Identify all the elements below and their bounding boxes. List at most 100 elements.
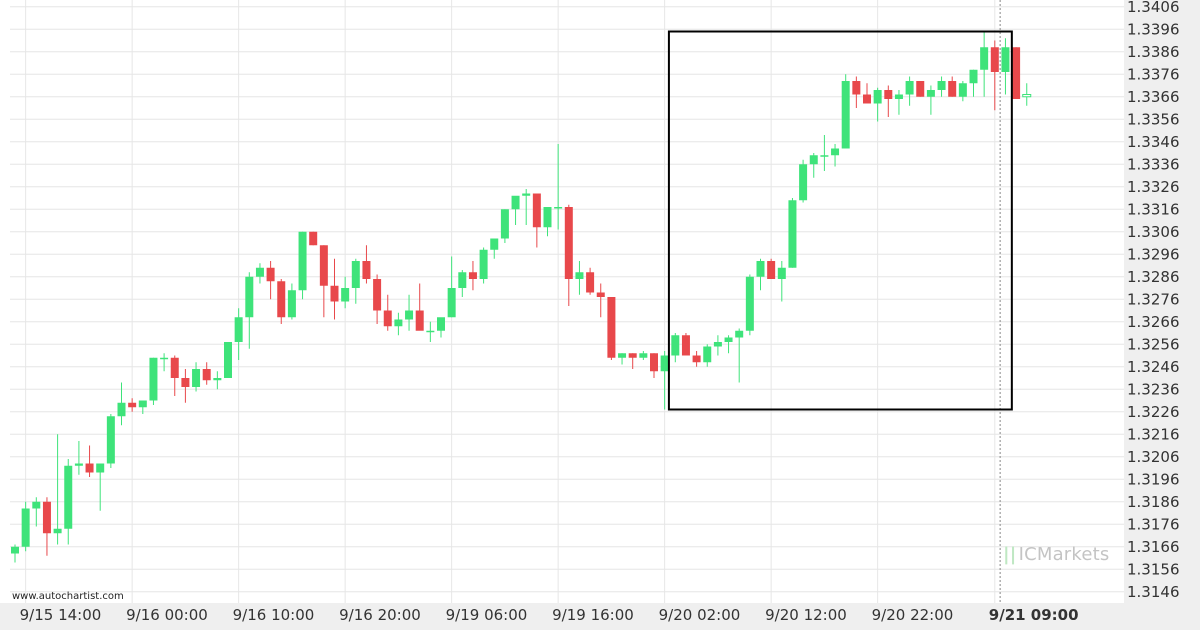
candle-body: [511, 195, 520, 210]
candle-body: [1012, 47, 1021, 99]
candle-body: [202, 369, 211, 381]
candle-body: [788, 200, 797, 268]
candle-body: [628, 353, 637, 358]
x-tick-label: 9/21 09:00: [989, 606, 1079, 624]
candle-body: [128, 402, 137, 408]
candle-body: [245, 276, 254, 318]
y-tick-label: 1.3376: [1127, 65, 1180, 83]
candle-body: [149, 357, 158, 401]
candle-body: [735, 330, 744, 338]
candle-body: [522, 193, 531, 196]
candle-body: [884, 90, 893, 99]
y-axis-ticks: 1.3406 1.3396 1.3386 1.3376 1.3366 1.3356 1.33…: [1127, 0, 1180, 601]
candle-body: [383, 310, 392, 327]
y-tick-label: 1.3396: [1127, 20, 1180, 38]
y-tick-label: 1.3236: [1127, 380, 1180, 398]
candle-body: [277, 281, 286, 318]
candle-body: [106, 416, 115, 464]
y-tick-label: 1.3286: [1127, 268, 1180, 286]
candle-body: [85, 463, 94, 473]
candle-body: [341, 288, 350, 302]
y-tick-label: 1.3266: [1127, 313, 1180, 331]
candle-body: [373, 279, 382, 311]
candle-body: [500, 209, 509, 239]
y-tick-label: 1.3276: [1127, 290, 1180, 308]
candle-body: [660, 355, 669, 372]
candle-body: [170, 357, 179, 378]
candle-body: [756, 261, 765, 277]
candle-body: [745, 276, 754, 331]
candle-body: [841, 81, 850, 149]
x-tick-label: 9/20 22:00: [872, 606, 954, 624]
candle-body: [618, 353, 627, 358]
y-tick-label: 1.3326: [1127, 178, 1180, 196]
candle-body: [21, 508, 30, 547]
brand-logo: || ICMarkets: [1003, 544, 1110, 565]
y-tick-label: 1.3366: [1127, 88, 1180, 106]
candle-body: [160, 357, 169, 360]
x-tick-label: 9/20 02:00: [659, 606, 741, 624]
y-tick-label: 1.3216: [1127, 425, 1180, 443]
candle-body: [53, 528, 62, 534]
candle-body: [405, 310, 414, 320]
y-tick-label: 1.3166: [1127, 538, 1180, 556]
x-tick-label: 9/16 10:00: [233, 606, 315, 624]
candle-body: [564, 207, 573, 279]
y-tick-label: 1.3296: [1127, 245, 1180, 263]
candle-body: [234, 317, 243, 342]
candle-body: [863, 94, 871, 104]
candle-body: [298, 231, 307, 291]
candle-body: [330, 285, 339, 302]
candle-body: [490, 238, 499, 250]
y-tick-label: 1.3316: [1127, 200, 1180, 218]
candle-body: [873, 90, 882, 104]
y-tick-label: 1.3196: [1127, 470, 1180, 488]
candle-body: [1022, 94, 1032, 98]
candle-body: [639, 353, 648, 358]
candle-body: [969, 69, 978, 84]
candle-body: [852, 81, 861, 95]
y-tick-label: 1.3226: [1127, 403, 1180, 421]
candle-body: [479, 249, 488, 279]
candle-body: [74, 463, 83, 466]
candles-layer: [11, 31, 1032, 563]
candle-body: [287, 290, 296, 318]
brand-logo-icon: ||: [1003, 544, 1017, 565]
watermark-text: www.autochartist.com: [12, 591, 124, 602]
candle-body: [11, 546, 19, 554]
y-tick-label: 1.3186: [1127, 493, 1180, 511]
x-axis-ticks: 9/15 14:00 9/16 00:00 9/16 10:00 9/16 20:00…: [20, 606, 1079, 624]
candle-body: [394, 319, 403, 327]
candle-body: [650, 353, 658, 372]
candle-body: [554, 207, 563, 209]
candle-body: [181, 378, 190, 387]
candle-body: [916, 81, 925, 97]
candle-body: [831, 148, 840, 156]
candle-body: [990, 47, 999, 72]
candle-body: [692, 355, 701, 363]
candle-body: [266, 267, 275, 282]
y-tick-label: 1.3206: [1127, 448, 1180, 466]
candle-body: [596, 292, 605, 297]
candle-body: [713, 342, 722, 347]
candle-body: [809, 155, 818, 165]
y-tick-label: 1.3176: [1127, 515, 1180, 533]
y-tick-label: 1.3346: [1127, 133, 1180, 151]
y-tick-label: 1.3256: [1127, 335, 1180, 353]
candle-body: [703, 346, 712, 363]
y-tick-label: 1.3336: [1127, 155, 1180, 173]
y-tick-label: 1.3306: [1127, 223, 1180, 241]
y-axis-background: [1124, 0, 1200, 630]
candle-body: [213, 378, 222, 381]
candle-body: [894, 94, 903, 99]
candle-body: [543, 207, 552, 228]
candle-body: [820, 155, 829, 157]
candle-body: [64, 465, 73, 529]
candle-body: [351, 261, 360, 288]
pattern-box: [667, 30, 1013, 411]
x-tick-label: 9/19 16:00: [552, 606, 634, 624]
candle-body: [777, 267, 786, 279]
y-tick-label: 1.3246: [1127, 358, 1180, 376]
